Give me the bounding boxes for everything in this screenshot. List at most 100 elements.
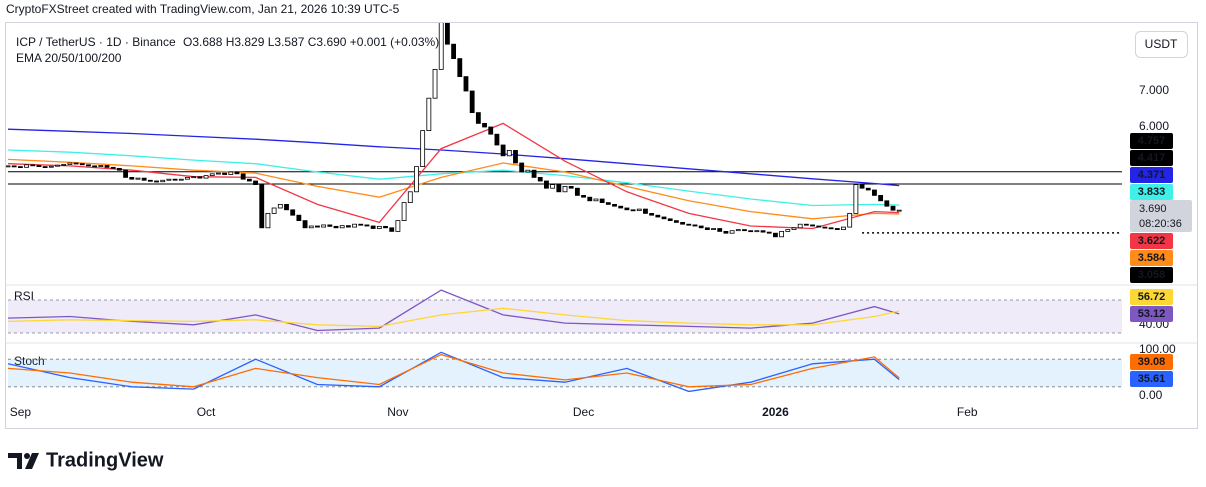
x-tick-label: Oct (197, 405, 216, 419)
candle (593, 198, 599, 202)
candle (463, 76, 469, 92)
candle (754, 230, 760, 233)
candle (556, 184, 562, 193)
candle (172, 178, 178, 181)
ema-badge (1130, 184, 1173, 200)
series-line (7, 158, 900, 220)
candle (822, 226, 828, 229)
candle (17, 166, 23, 169)
candle (469, 90, 475, 114)
candle (525, 169, 531, 173)
x-tick-label: Sep (10, 405, 32, 419)
level-badge-label: 4.417 (1138, 152, 1166, 164)
indicator-pane (7, 351, 1122, 393)
candle (581, 194, 586, 198)
currency-button-label[interactable]: USDT (1145, 37, 1178, 51)
candle (531, 169, 537, 178)
candle (766, 231, 772, 234)
candle (370, 225, 376, 229)
candle (779, 230, 785, 238)
candle (562, 185, 568, 193)
candle (878, 194, 884, 202)
currency-button[interactable] (1135, 31, 1188, 58)
candle (11, 165, 17, 168)
candle (803, 223, 809, 226)
candle (36, 165, 42, 168)
candle (246, 178, 252, 182)
candle (216, 172, 221, 175)
candle (667, 218, 673, 222)
candle (234, 171, 240, 175)
candle (203, 175, 209, 179)
y-tick-label: 7.000 (1139, 83, 1169, 97)
indicator-badge-label: 35.61 (1138, 373, 1166, 385)
candle (345, 225, 351, 228)
candle (240, 173, 246, 180)
last-price-label: 3.690 (1139, 203, 1167, 215)
candle (655, 214, 661, 218)
indicator-badge (1130, 354, 1173, 370)
header-text: CryptoFXStreet created with TradingView.… (6, 2, 400, 16)
series-line (7, 149, 900, 207)
level-badge (1130, 267, 1173, 283)
candle (605, 202, 611, 205)
series-line (7, 289, 900, 332)
candle (129, 176, 135, 180)
ema-badge-label: 3.622 (1138, 235, 1166, 247)
candle (383, 225, 388, 229)
candle (420, 130, 426, 168)
level-badge-label: 3.058 (1138, 269, 1166, 281)
x-tick-label: 2026 (762, 405, 789, 419)
candle (475, 112, 481, 124)
y-tick-label: 0.00 (1139, 388, 1163, 402)
candle (339, 225, 345, 229)
candle (61, 164, 67, 166)
candle (86, 164, 91, 167)
candle (222, 172, 228, 175)
candle (847, 212, 853, 228)
price-pane (6, 23, 1122, 238)
candle (859, 184, 865, 189)
candle (426, 97, 432, 131)
candle (123, 169, 129, 178)
candle (587, 196, 593, 202)
candle (816, 225, 822, 228)
candle (6, 165, 11, 168)
candle (717, 228, 723, 232)
series-line (7, 351, 900, 393)
candle (872, 189, 877, 196)
candle (277, 203, 283, 209)
candle (364, 224, 370, 227)
candle (104, 165, 110, 168)
candle (395, 220, 401, 232)
candle (444, 23, 450, 45)
indicator-badge-label: 56.72 (1138, 291, 1166, 303)
candle (116, 167, 122, 171)
candle (401, 202, 407, 222)
candle (315, 225, 320, 228)
countdown-label: 08:20:36 (1139, 218, 1182, 230)
candle (841, 226, 846, 231)
candle (760, 230, 766, 233)
candle (259, 184, 265, 229)
pane-title: RSI (14, 289, 34, 303)
ohlc-legend: O3.688 H3.829 L3.587 C3.690 +0.001 (+0.0… (183, 35, 439, 49)
series-line (7, 128, 900, 187)
chart-title: ICP / TetherUS · 1D · Binance (16, 35, 176, 49)
candle (178, 178, 184, 181)
candle (290, 209, 296, 216)
candle (673, 220, 679, 223)
series-line (7, 353, 900, 388)
candle (358, 223, 364, 226)
candle (828, 227, 834, 230)
candle (729, 230, 735, 234)
candle (791, 227, 797, 231)
candle (389, 227, 395, 232)
candle (643, 208, 648, 214)
candle (711, 228, 716, 231)
candle (407, 191, 413, 204)
candle (376, 225, 382, 229)
candle (296, 214, 302, 221)
last-price-badge (1130, 200, 1192, 232)
